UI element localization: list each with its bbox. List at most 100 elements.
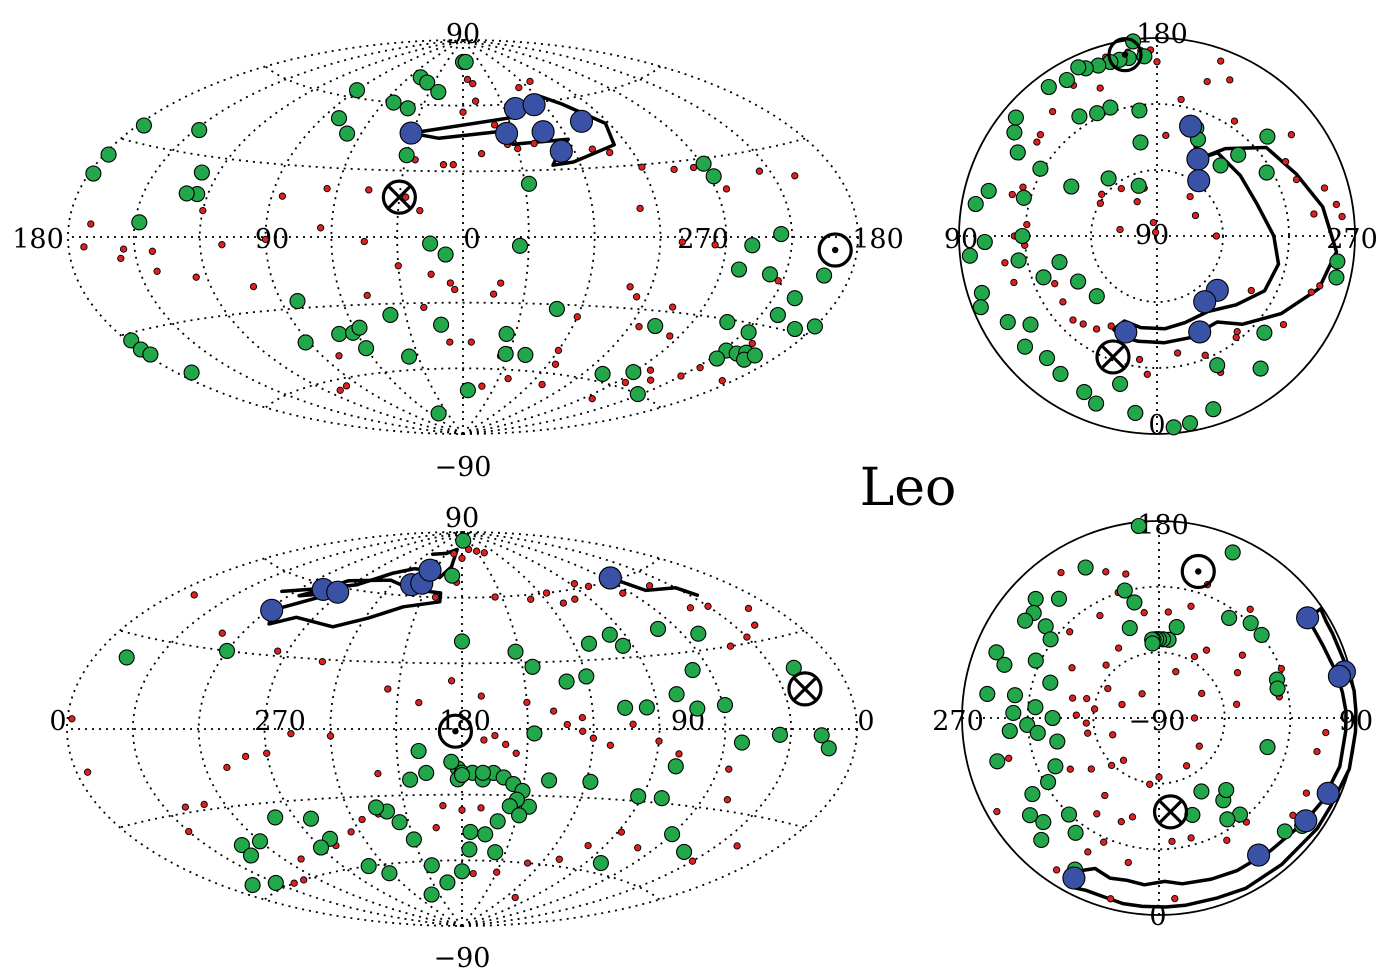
- longitude-gridline: [396, 39, 464, 435]
- data-point-medium: [1033, 831, 1050, 848]
- data-point-small: [514, 144, 522, 153]
- data-point-medium: [582, 773, 599, 790]
- data-point-small: [1107, 761, 1116, 770]
- data-point-small: [1302, 789, 1311, 797]
- data-point-small: [1033, 138, 1041, 146]
- data-point-medium: [1060, 806, 1078, 823]
- data-point-large: [1186, 147, 1210, 171]
- data-point-small: [523, 859, 532, 867]
- data-point-small: [1066, 765, 1074, 773]
- data-point-small: [549, 707, 558, 715]
- data-point-small: [1114, 644, 1123, 652]
- data-point-medium: [461, 841, 478, 858]
- data-point-medium: [1042, 674, 1059, 691]
- data-point-small: [1182, 762, 1191, 770]
- data-point-small: [1162, 131, 1170, 140]
- data-point-small: [678, 238, 686, 246]
- data-point-medium: [1010, 252, 1027, 269]
- data-point-small: [335, 352, 343, 360]
- data-point-medium: [1051, 254, 1068, 271]
- data-point-small: [584, 841, 592, 850]
- data-point-medium: [1259, 128, 1276, 145]
- data-point-small: [384, 685, 392, 693]
- data-point-small: [450, 550, 458, 558]
- data-point-medium: [360, 858, 377, 875]
- data-point-small: [554, 346, 563, 355]
- data-point-medium: [740, 324, 757, 341]
- data-point-medium: [1116, 582, 1133, 599]
- data-point-small: [192, 273, 200, 281]
- data-point-small: [629, 720, 637, 728]
- data-point-medium: [558, 673, 575, 690]
- data-point-medium: [761, 266, 779, 283]
- data-point-small: [148, 247, 157, 255]
- longitude-tick-label: 270: [677, 224, 729, 255]
- data-point-medium: [1209, 357, 1226, 374]
- data-point-large: [399, 121, 423, 145]
- data-point-medium: [592, 855, 609, 872]
- data-point-small: [696, 364, 704, 372]
- data-point-small: [755, 167, 764, 175]
- data-point-small: [638, 163, 646, 171]
- data-point-small: [480, 736, 488, 744]
- data-point-small: [87, 220, 95, 228]
- data-point-small: [1232, 700, 1241, 708]
- data-point-small: [1096, 611, 1104, 620]
- data-point-medium: [1007, 109, 1024, 126]
- latitude-gridline: [119, 629, 805, 665]
- data-point-medium: [1070, 273, 1087, 290]
- data-point-small: [619, 589, 627, 597]
- latitude-tick-label: 90: [446, 19, 480, 50]
- data-point-small: [1177, 95, 1185, 104]
- data-point-medium: [1015, 189, 1032, 206]
- longitude-tick-label: 180: [852, 224, 904, 255]
- odot-marker: [1107, 37, 1143, 73]
- data-point-medium: [191, 122, 208, 139]
- data-point-small: [635, 323, 643, 331]
- data-point-small: [1010, 278, 1018, 287]
- data-point-small: [726, 642, 735, 650]
- data-point-small: [447, 677, 456, 685]
- data-point-medium: [820, 740, 837, 757]
- data-point-small: [431, 593, 440, 601]
- data-point-small: [993, 807, 1001, 816]
- data-point-medium: [816, 267, 833, 284]
- data-point-small: [471, 97, 480, 105]
- data-point-small: [523, 698, 531, 707]
- data-point-small: [704, 602, 712, 610]
- data-point-large: [1294, 809, 1318, 833]
- data-point-medium: [1127, 404, 1144, 421]
- data-point-small: [181, 803, 190, 811]
- data-point-large: [1247, 843, 1271, 867]
- data-point-small: [1082, 719, 1090, 727]
- data-point-medium: [1071, 108, 1088, 125]
- data-point-small: [1069, 316, 1077, 324]
- data-point-large: [1193, 290, 1217, 314]
- data-point-small: [723, 796, 732, 804]
- data-point-small: [1190, 714, 1199, 722]
- data-point-small: [1068, 694, 1077, 702]
- data-point-medium: [967, 195, 984, 213]
- data-point-small: [589, 734, 598, 742]
- data-point-medium: [517, 346, 534, 363]
- data-point-medium: [1077, 559, 1094, 576]
- data-point-small: [490, 121, 499, 129]
- data-point-small: [477, 150, 486, 158]
- latitude-gridline: [263, 859, 661, 901]
- data-point-small: [1128, 813, 1137, 821]
- data-point-small: [1230, 117, 1239, 125]
- data-point-small: [530, 139, 538, 148]
- data-point-small: [1322, 728, 1330, 737]
- data-point-medium: [1130, 177, 1147, 194]
- data-point-medium: [1044, 709, 1061, 727]
- data-point-small: [725, 765, 733, 773]
- data-point-small: [1186, 192, 1194, 201]
- longitude-gridline: [462, 39, 530, 435]
- data-point-large: [495, 121, 519, 145]
- data-point-small: [1217, 57, 1225, 65]
- data-point-small: [1102, 568, 1110, 576]
- data-point-medium: [705, 168, 722, 185]
- data-point-small: [223, 763, 231, 772]
- data-point-medium: [267, 809, 284, 826]
- latitude-tick-label: −90: [435, 452, 492, 483]
